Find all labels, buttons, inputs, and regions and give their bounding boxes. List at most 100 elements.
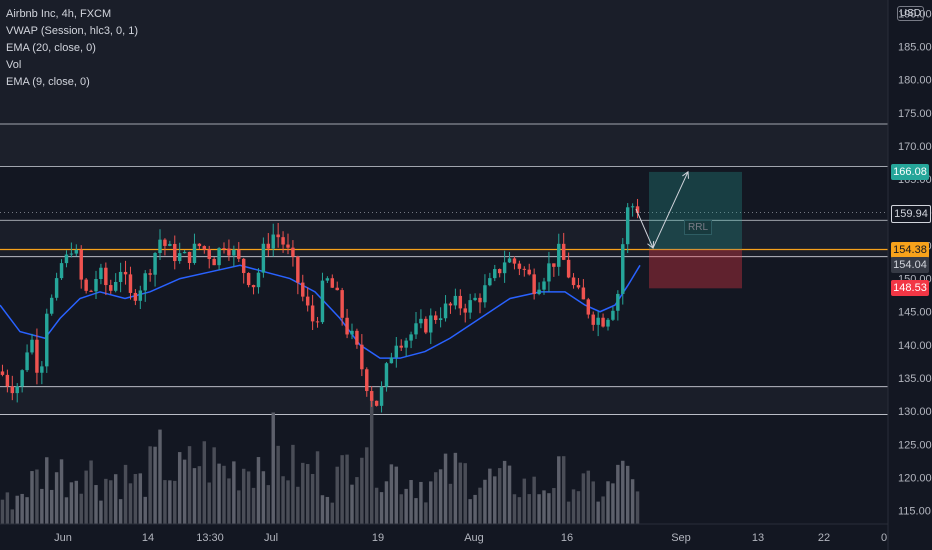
drawing-label-rrl[interactable]: RRL xyxy=(684,220,713,235)
volume-bar xyxy=(429,481,433,524)
symbol-title[interactable]: Airbnb Inc, 4h, FXCM xyxy=(6,8,112,20)
volume-bar xyxy=(202,441,207,524)
candle-body xyxy=(118,271,123,282)
volume-bar xyxy=(246,471,251,524)
volume-bar xyxy=(113,474,118,524)
indicator-volume[interactable]: Vol xyxy=(6,59,22,71)
candle-body xyxy=(305,296,310,306)
price-tick: 180.00 xyxy=(898,75,932,87)
candle-body xyxy=(419,318,423,324)
price-tag-159-94[interactable]: 159.94 xyxy=(891,204,931,223)
candle-body xyxy=(453,295,458,306)
volume-bar xyxy=(384,481,389,524)
arrow-head xyxy=(682,170,689,179)
candle-body xyxy=(30,339,34,353)
time-tick: 19 xyxy=(372,532,384,544)
price-tick: 175.00 xyxy=(898,108,932,120)
candle-body xyxy=(177,253,182,262)
volume-bar xyxy=(148,446,152,524)
candle-body xyxy=(89,290,93,292)
candle-body xyxy=(237,249,241,259)
candle-body xyxy=(340,290,344,318)
volume-bar xyxy=(557,456,561,524)
candle-body xyxy=(276,234,280,238)
candle-body xyxy=(433,315,438,321)
indicator-vwap[interactable]: VWAP (Session, hlc3, 0, 1) xyxy=(6,25,139,37)
volume-bar xyxy=(616,464,620,524)
candle-body xyxy=(576,285,581,288)
candle-body xyxy=(133,292,138,301)
volume-bar xyxy=(232,461,236,524)
volume-bar xyxy=(493,476,497,524)
volume-bar xyxy=(84,470,88,524)
candle-body xyxy=(438,318,443,321)
projection-arrow xyxy=(635,208,654,249)
price-tag-166-08[interactable]: 166.08 xyxy=(891,163,929,180)
candle-body xyxy=(25,352,29,371)
volume-bar xyxy=(281,476,285,524)
candle-body xyxy=(217,248,221,266)
volume-bar xyxy=(256,457,261,524)
candle-body xyxy=(246,273,251,286)
candle-body xyxy=(241,258,246,274)
volume-bar xyxy=(369,398,374,524)
price-tick: 135.00 xyxy=(898,373,932,385)
volume-bar xyxy=(625,465,630,524)
volume-bar xyxy=(596,501,600,524)
volume-bar xyxy=(532,476,536,524)
candle-body xyxy=(10,386,15,394)
candle-body xyxy=(621,244,625,294)
volume-bar xyxy=(310,473,315,524)
currency-label[interactable]: USD xyxy=(896,6,924,21)
volume-bar xyxy=(0,499,5,524)
candle-body xyxy=(552,263,556,267)
candle-body xyxy=(291,247,295,257)
volume-bar xyxy=(355,477,359,524)
candle-body xyxy=(212,258,216,266)
candle-body xyxy=(502,262,507,274)
candle-body xyxy=(59,263,64,279)
volume-bar xyxy=(389,464,394,524)
candle-body xyxy=(493,269,497,279)
candle-body xyxy=(251,285,256,288)
volume-bar xyxy=(621,460,625,524)
volume-bar xyxy=(296,486,300,524)
indicator-ema9[interactable]: EMA (9, close, 0) xyxy=(6,76,90,88)
volume-bar xyxy=(217,463,221,524)
volume-bar xyxy=(301,462,305,524)
ema-line xyxy=(0,264,641,359)
volume-bar xyxy=(635,491,640,524)
candle-body xyxy=(335,287,339,291)
price-tag-154-04[interactable]: 154.04 xyxy=(891,256,929,273)
candle-body xyxy=(507,258,512,263)
volume-bar xyxy=(443,453,448,524)
price-tag-154-38[interactable]: 154.38 xyxy=(891,241,929,258)
candle-body xyxy=(581,287,586,300)
price-tag-148-53[interactable]: 148.53 xyxy=(891,280,929,297)
candle-body xyxy=(148,273,152,275)
volume-bar xyxy=(448,483,453,524)
candle-body xyxy=(182,251,187,254)
volume-bar xyxy=(241,468,246,524)
volume-bar xyxy=(571,489,576,524)
candle-body xyxy=(0,371,5,375)
volume-bar xyxy=(630,479,635,524)
candle-body xyxy=(365,369,369,392)
zone-band xyxy=(0,386,888,415)
volume-bar xyxy=(463,463,467,524)
candle-body xyxy=(153,253,157,275)
price-tick: 120.00 xyxy=(898,473,932,485)
candle-body xyxy=(394,345,399,358)
indicator-ema20[interactable]: EMA (20, close, 0) xyxy=(6,42,96,54)
candle-body xyxy=(379,386,384,406)
volume-bar xyxy=(35,469,39,524)
candle-body xyxy=(20,370,24,387)
candle-body xyxy=(384,363,389,387)
zone-band xyxy=(0,0,888,125)
volume-bar xyxy=(399,494,403,524)
candle-body xyxy=(128,274,133,293)
candle-body xyxy=(330,278,335,288)
candle-body xyxy=(173,243,177,262)
candle-body xyxy=(345,317,349,335)
